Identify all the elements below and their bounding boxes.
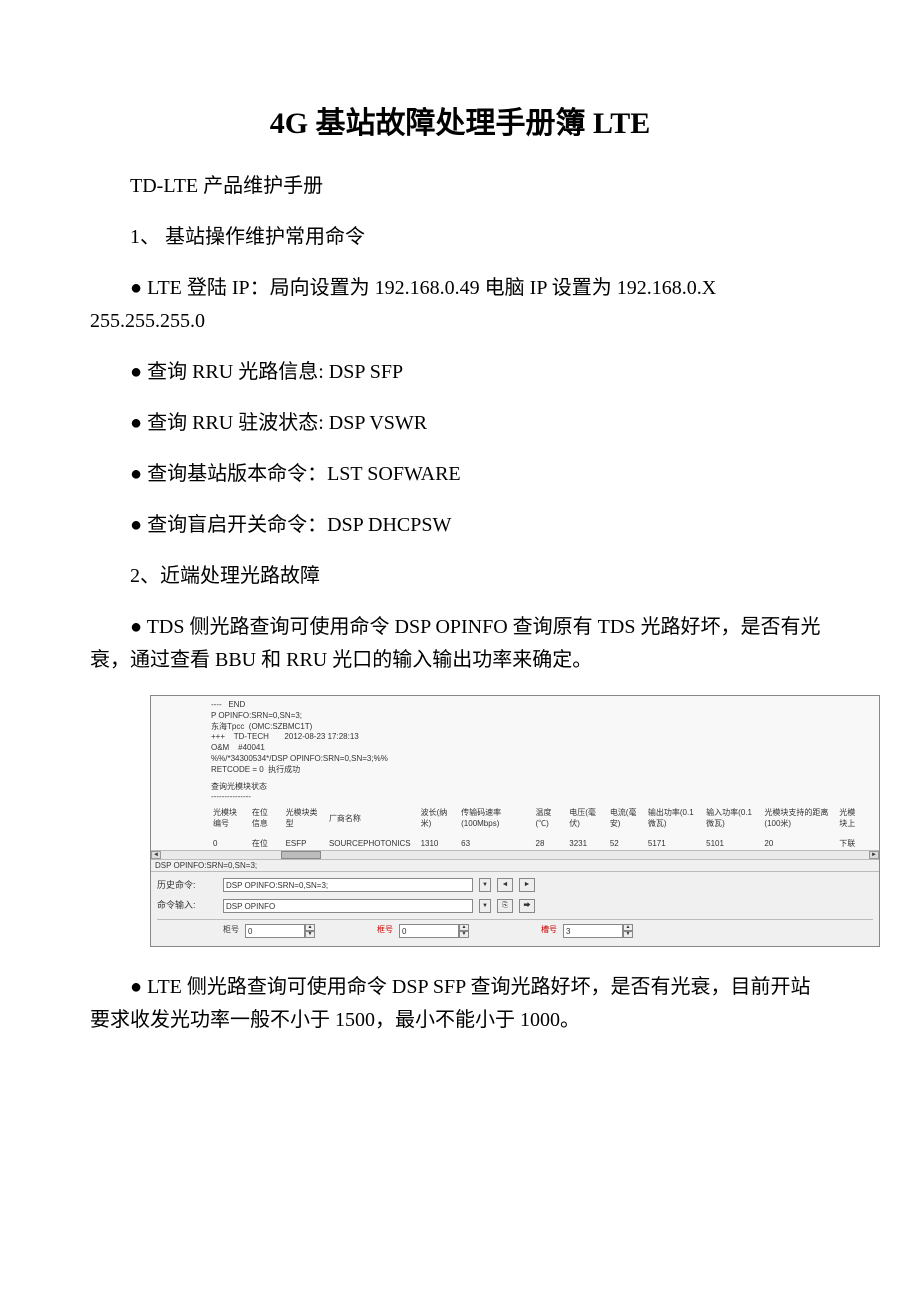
term-sys-line: +++ TD-TECH 2012-08-23 17:28:13 <box>211 732 873 743</box>
param-slot-input[interactable]: 3 <box>563 924 623 938</box>
cell: 63 <box>461 838 533 849</box>
th-in-power: 输入功率(0.1微瓦) <box>706 807 762 829</box>
term-dash: --------------- <box>211 792 873 803</box>
th-presence: 在位信息 <box>252 807 284 829</box>
cell: 下联 <box>839 838 871 849</box>
table-header-row: 光模块编号 在位信息 光模块类型 厂商名称 波长(纳米) 传输码速率(100Mb… <box>213 807 871 829</box>
param-bar: 柜号 0 ▲▼ 框号 0 ▲▼ 槽号 3 ▲▼ <box>157 919 873 938</box>
command-dropdown-icon[interactable]: ▼ <box>479 899 491 913</box>
command-input-label: 命令输入: <box>157 898 217 912</box>
cell: 5171 <box>648 838 704 849</box>
term-end-line: ---- END <box>211 700 873 711</box>
th-out-power: 输出功率(0.1微瓦) <box>648 807 704 829</box>
para-section2-heading: 2、近端处理光路故障 <box>90 560 830 593</box>
th-volt: 电压(毫伏) <box>569 807 608 829</box>
cell: 3231 <box>569 838 608 849</box>
spin-up-icon[interactable]: ▲ <box>623 924 633 931</box>
term-ret-line: RETCODE = 0 执行成功 <box>211 765 873 776</box>
th-id: 光模块编号 <box>213 807 250 829</box>
para-tds-desc: ● TDS 侧光路查询可使用命令 DSP OPINFO 查询原有 TDS 光路好… <box>90 611 830 677</box>
th-vendor: 厂商名称 <box>329 807 419 829</box>
history-dropdown-icon[interactable]: ▼ <box>479 878 491 892</box>
para-cmd-lst-software: ● 查询基站版本命令：LST SOFWARE <box>90 458 830 491</box>
cell: SOURCEPHOTONICS <box>329 838 419 849</box>
cell: 5101 <box>706 838 762 849</box>
term-cmd-line: P OPINFO:SRN=0,SN=3; <box>211 711 873 722</box>
param-slot-spinner[interactable]: 3 ▲▼ <box>563 924 633 938</box>
history-prev-icon[interactable]: ◄ <box>497 878 513 892</box>
th-temp: 温度(℃) <box>536 807 568 829</box>
term-site-line: 东海Tpcc (OMC:SZBMC1T) <box>211 722 873 733</box>
para-subtitle: TD-LTE 产品维护手册 <box>90 170 830 203</box>
command-input-row: 命令输入: DSP OPINFO ▼ ⎘ ⮕ <box>157 898 873 912</box>
scroll-right-icon[interactable]: ► <box>869 851 879 859</box>
page-title: 4G 基站故障处理手册簿 LTE <box>90 100 830 148</box>
param-cabinet-input[interactable]: 0 <box>245 924 305 938</box>
th-current: 电流(毫安) <box>610 807 646 829</box>
cell: 28 <box>536 838 568 849</box>
th-wavelength: 波长(纳米) <box>421 807 460 829</box>
term-om-line: O&M #40041 <box>211 743 873 754</box>
spin-down-icon[interactable]: ▼ <box>459 931 469 938</box>
spin-up-icon[interactable]: ▲ <box>459 924 469 931</box>
param-subrack-spinner[interactable]: 0 ▲▼ <box>399 924 469 938</box>
th-rate: 传输码速率(100Mbps) <box>461 807 533 829</box>
history-next-icon[interactable]: ► <box>519 878 535 892</box>
table-row: 0 在位 ESFP SOURCEPHOTONICS 1310 63 28 323… <box>213 838 871 849</box>
term-ack-line: %%/*34300534*/DSP OPINFO:SRN=0,SN=3;%% <box>211 754 873 765</box>
command-panel: 历史命令: DSP OPINFO:SRN=0,SN=3; ▼ ◄ ► 命令输入:… <box>151 872 879 946</box>
history-row: 历史命令: DSP OPINFO:SRN=0,SN=3; ▼ ◄ ► <box>157 878 873 892</box>
param-subrack-input[interactable]: 0 <box>399 924 459 938</box>
assist-icon[interactable]: ⮕ <box>519 899 535 913</box>
para-section1-heading: 1、 基站操作维护常用命令 <box>90 221 830 254</box>
cell: ESFP <box>286 838 327 849</box>
terminal-screenshot: ---- END P OPINFO:SRN=0,SN=3; 东海Tpcc (OM… <box>150 695 880 947</box>
execute-icon[interactable]: ⎘ <box>497 899 513 913</box>
cell: 在位 <box>252 838 284 849</box>
para-cmd-dsp-vswr: ● 查询 RRU 驻波状态: DSP VSWR <box>90 407 830 440</box>
th-type: 光模块类型 <box>286 807 327 829</box>
history-label: 历史命令: <box>157 878 217 892</box>
para-login-ip: ● LTE 登陆 IP：局向设置为 192.168.0.49 电脑 IP 设置为… <box>90 272 830 338</box>
param-cabinet-spinner[interactable]: 0 ▲▼ <box>245 924 315 938</box>
para-cmd-dsp-sfp: ● 查询 RRU 光路信息: DSP SFP <box>90 356 830 389</box>
para-cmd-dsp-dhcpsw: ● 查询盲启开关命令：DSP DHCPSW <box>90 509 830 542</box>
para-lte-desc: ● LTE 侧光路查询可使用命令 DSP SFP 查询光路好坏，是否有光衰，目前… <box>90 971 830 1037</box>
th-distance: 光模块支持的距离(100米) <box>764 807 837 829</box>
scrollbar-thumb[interactable] <box>281 851 321 859</box>
statusbar-text: DSP OPINFO:SRN=0,SN=3; <box>151 860 879 872</box>
param-cabinet-label: 柜号 <box>223 924 239 937</box>
cell: 20 <box>764 838 837 849</box>
th-direction: 光模块上 <box>839 807 871 829</box>
table-row <box>213 832 871 836</box>
term-query-title: 查询光模块状态 <box>211 782 873 793</box>
spin-up-icon[interactable]: ▲ <box>305 924 315 931</box>
history-input[interactable]: DSP OPINFO:SRN=0,SN=3; <box>223 878 473 892</box>
cell: 1310 <box>421 838 460 849</box>
command-input[interactable]: DSP OPINFO <box>223 899 473 913</box>
spin-down-icon[interactable]: ▼ <box>623 931 633 938</box>
horizontal-scrollbar[interactable]: ◄ ► <box>151 850 879 860</box>
param-slot-label: 槽号 <box>541 924 557 937</box>
param-subrack-label: 框号 <box>377 924 393 937</box>
spin-down-icon[interactable]: ▼ <box>305 931 315 938</box>
scroll-left-icon[interactable]: ◄ <box>151 851 161 859</box>
cell: 52 <box>610 838 646 849</box>
cell: 0 <box>213 838 250 849</box>
